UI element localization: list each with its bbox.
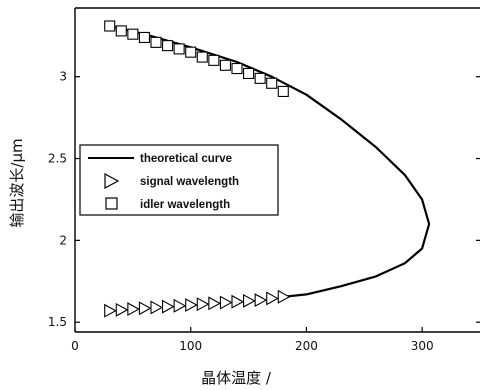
idler-wavelength-point [277,85,289,98]
signal-wavelength-point [185,298,198,312]
signal-wavelength-point [104,303,117,318]
signal-wavelength-point [138,301,152,316]
legend-triangle-marker [104,172,120,190]
tick-labels: 0 100 200 300 1.5 2 2.5 3 [48,70,434,353]
signal-wavelength-point [231,294,245,309]
idler-wavelength-point [150,36,162,48]
signal-wavelength-point [115,302,129,317]
idler-wavelength-point [266,77,278,89]
idler-wavelength-point [173,43,185,55]
x-tick-label: 300 [411,339,434,353]
legend-square-marker [105,197,118,210]
y-tick-label: 3 [59,70,67,84]
idler-wavelength-point [208,54,220,66]
idler-wavelength-point [243,67,255,80]
idler-wavelength-point [162,40,174,52]
signal-wavelength-point [208,296,222,311]
signal-wavelength-point [127,302,141,317]
signal-wavelength-point [254,293,268,308]
legend-entry-theoretical: theoretical curve [140,153,232,165]
x-tick-label: 0 [71,339,79,353]
idler-wavelength-point [115,25,127,37]
legend-entry-idler: idler wavelength [140,199,230,211]
legend: theoretical curve signal wavelength idle… [79,144,279,216]
idler-wavelength-point [127,28,139,40]
signal-wavelength-point [243,293,256,308]
signal-wavelength-point [219,295,233,310]
theoretical-curve-line [109,24,431,298]
signal-wavelength-series [104,289,291,318]
idler-wavelength-point [254,72,266,84]
idler-wavelength-point [231,62,243,75]
x-tick-label: 200 [295,339,318,353]
idler-wavelength-point [196,51,208,63]
signal-wavelength-point [173,298,187,313]
y-tick-label: 1.5 [48,315,67,329]
signal-wavelength-point [162,299,175,314]
idler-wavelength-point [219,59,231,71]
idler-wavelength-point [138,31,150,44]
signal-wavelength-point [277,289,291,304]
x-axis-label: 晶体温度 / [201,369,272,387]
idler-wavelength-series [104,20,289,98]
signal-wavelength-point [196,297,210,312]
signal-wavelength-point [150,300,164,315]
y-tick-label: 2 [59,233,67,247]
idler-wavelength-point [104,20,116,32]
theoretical-curve-series [109,24,431,298]
legend-entry-signal: signal wavelength [140,176,239,188]
axes [74,7,480,333]
y-axis-label: 输出波长/μm [8,138,26,227]
idler-wavelength-point [185,46,197,58]
signal-wavelength-point [266,291,279,306]
y-tick-label: 2.5 [48,152,67,166]
x-tick-label: 100 [179,339,202,353]
